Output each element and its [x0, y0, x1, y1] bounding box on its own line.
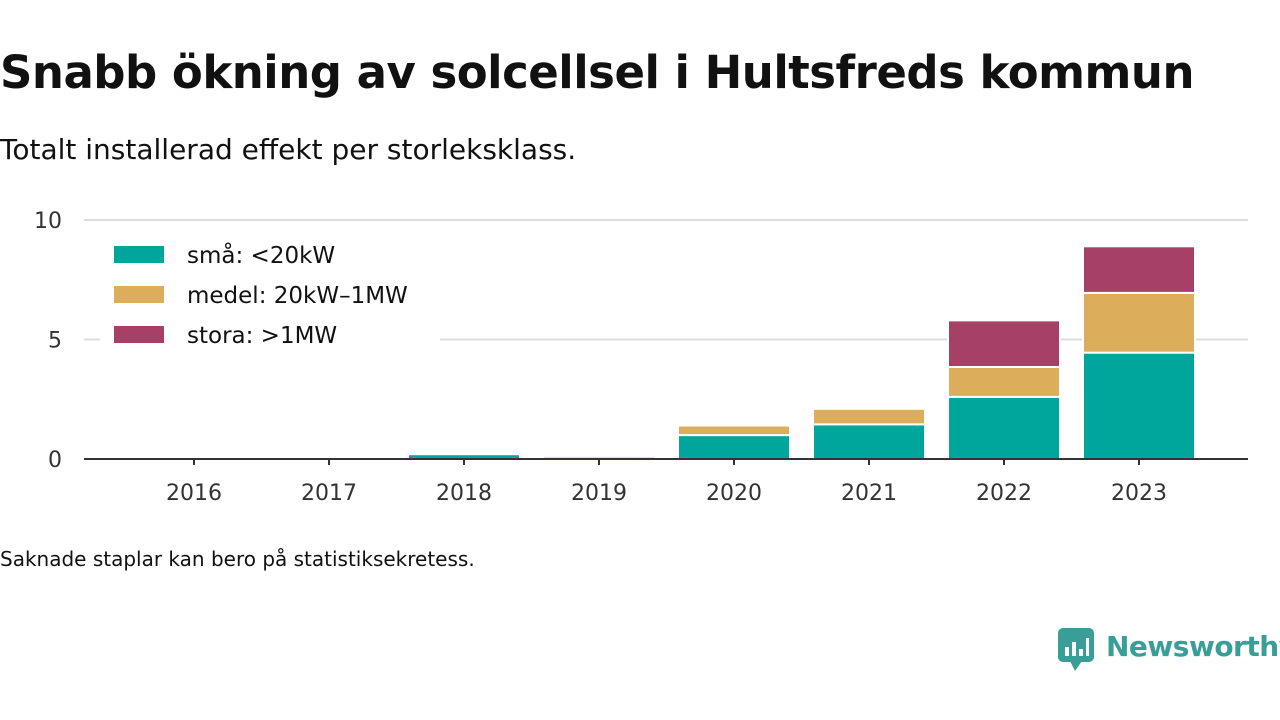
- bar-segment: [812, 423, 926, 460]
- legend-swatch: [114, 246, 164, 263]
- chart-title: Snabb ökning av solcellsel i Hultsfreds …: [0, 46, 1195, 99]
- legend-swatch: [114, 326, 164, 343]
- x-tick-label: 2022: [976, 481, 1032, 506]
- legend-label: medel: 20kW–1MW: [187, 283, 408, 309]
- legend-swatch: [114, 286, 164, 303]
- bar-segment: [947, 365, 1061, 398]
- bar-segment: [812, 407, 926, 426]
- legend-label: små: <20kW: [187, 241, 335, 269]
- bar-segment: [947, 395, 1061, 460]
- y-tick-label: 10: [34, 209, 62, 234]
- x-tick-label: 2016: [166, 481, 222, 506]
- x-tick-label: 2018: [436, 481, 492, 506]
- bar-segment: [1082, 291, 1196, 354]
- newsworthy-logo-icon: [1058, 628, 1094, 671]
- y-tick-label: 0: [48, 448, 62, 473]
- bar-segment: [1082, 245, 1196, 294]
- stacked-bar-chart: 0 5 10 2016 2017 2018 2019 2020 2021 2022 2023 små:…: [34, 209, 1248, 506]
- footnote: Saknade staplar kan bero på statistiksek…: [0, 547, 475, 571]
- chart-subtitle: Totalt installerad effekt per storlekskl…: [0, 133, 577, 166]
- bar-segment: [947, 319, 1061, 368]
- brand-name: Newsworthy: [1106, 630, 1280, 663]
- x-tick-label: 2017: [301, 481, 357, 506]
- bar-segment: [1082, 351, 1196, 461]
- x-tick-label: 2021: [841, 481, 897, 506]
- x-tick-label: 2020: [706, 481, 762, 506]
- bar-segment: [677, 434, 791, 461]
- bar-segment: [677, 424, 791, 437]
- x-tick-label: 2019: [571, 481, 627, 506]
- x-tick-label: 2023: [1111, 481, 1167, 506]
- y-tick-label: 5: [48, 329, 62, 354]
- legend-label: stora: >1MW: [187, 323, 337, 349]
